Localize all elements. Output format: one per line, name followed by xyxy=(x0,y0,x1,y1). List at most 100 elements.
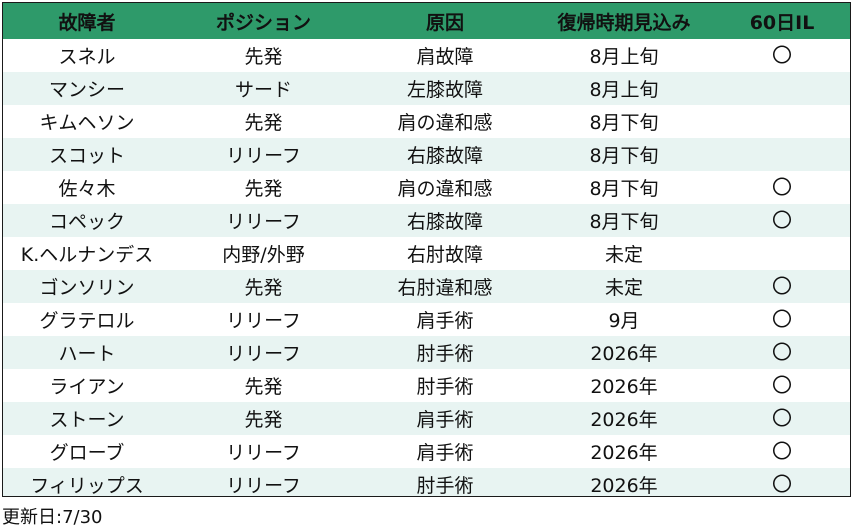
cell-cause: 肘手術 xyxy=(416,475,474,497)
cell-return: 2026年 xyxy=(590,475,658,497)
il-mark: 〇 xyxy=(772,273,792,298)
cell-return: 8月下旬 xyxy=(589,145,659,167)
cell-return: 2026年 xyxy=(590,343,658,365)
cell-position: 先発 xyxy=(244,376,283,398)
cell-player: グラテロル xyxy=(39,310,135,332)
cell-cause: 右膝故障 xyxy=(406,145,483,167)
il-mark: 〇 xyxy=(772,207,792,232)
il-mark: 〇 xyxy=(772,174,792,199)
table-row: ライアン 先発 肘手術 2026年 〇 xyxy=(3,369,850,402)
cell-player: グローブ xyxy=(49,442,125,464)
il-mark: 〇 xyxy=(772,405,792,430)
cell-return: 8月下旬 xyxy=(589,178,659,200)
cell-cause: 肘手術 xyxy=(416,376,474,398)
cell-player: ライアン xyxy=(49,376,125,398)
cell-player: ストーン xyxy=(49,409,125,431)
cell-player: K.ヘルナンデス xyxy=(20,244,154,266)
table-body: スネル 先発 肩故障 8月上旬 〇 マンシー サード 左膝故障 8月上旬 キムヘ… xyxy=(3,39,850,497)
cell-il: 〇 xyxy=(714,39,850,72)
cell-cause: 肩の違和感 xyxy=(397,112,493,134)
cell-il: 〇 xyxy=(714,435,850,468)
cell-return: 2026年 xyxy=(590,409,658,431)
cell-position: リリーフ xyxy=(226,145,301,167)
table-row: グラテロル リリーフ 肩手術 9月 〇 xyxy=(3,303,850,336)
cell-return: 8月下旬 xyxy=(589,211,659,233)
cell-player: 佐々木 xyxy=(58,178,116,200)
cell-player: キムヘソン xyxy=(39,112,135,134)
cell-return: 8月下旬 xyxy=(589,112,659,134)
table-row: コペック リリーフ 右膝故障 8月下旬 〇 xyxy=(3,204,850,237)
il-mark: 〇 xyxy=(772,438,792,463)
header-position: ポジション xyxy=(215,11,311,34)
table-row: マンシー サード 左膝故障 8月上旬 xyxy=(3,72,850,105)
cell-return: 未定 xyxy=(604,244,643,266)
cell-position: 先発 xyxy=(244,46,283,68)
table-row: ハート リリーフ 肘手術 2026年 〇 xyxy=(3,336,850,369)
cell-il: 〇 xyxy=(714,171,850,204)
cell-player: スネル xyxy=(58,46,116,68)
cell-player: ゴンソリン xyxy=(39,277,135,299)
header-return-estimate: 復帰時期見込み xyxy=(557,11,691,34)
table-row: グローブ リリーフ 肩手術 2026年 〇 xyxy=(3,435,850,468)
cell-position: リリーフ xyxy=(226,475,301,497)
cell-cause: 右膝故障 xyxy=(406,211,483,233)
cell-position: 先発 xyxy=(244,409,283,431)
cell-position: 先発 xyxy=(244,178,283,200)
table-row: ストーン 先発 肩手術 2026年 〇 xyxy=(3,402,850,435)
table-row: ゴンソリン 先発 右肘違和感 未定 〇 xyxy=(3,270,850,303)
cell-il: 〇 xyxy=(714,468,850,496)
cell-cause: 肩手術 xyxy=(416,409,474,431)
cell-il: 〇 xyxy=(714,270,850,303)
cell-cause: 右肘故障 xyxy=(406,244,483,266)
table-row: 佐々木 先発 肩の違和感 8月下旬 〇 xyxy=(3,171,850,204)
cell-cause: 肩の違和感 xyxy=(397,178,493,200)
il-mark: 〇 xyxy=(772,372,792,397)
cell-il: 〇 xyxy=(714,204,850,237)
cell-position: サード xyxy=(234,79,292,101)
cell-il xyxy=(714,105,850,138)
cell-il: 〇 xyxy=(714,336,850,369)
updated-date-note: 更新日:7/30 xyxy=(2,507,103,528)
cell-il: 〇 xyxy=(714,303,850,336)
il-mark: 〇 xyxy=(772,339,792,364)
table-row: スネル 先発 肩故障 8月上旬 〇 xyxy=(3,39,850,72)
cell-il xyxy=(714,138,850,171)
cell-il xyxy=(714,72,850,105)
cell-il: 〇 xyxy=(714,369,850,402)
cell-position: リリーフ xyxy=(226,343,301,365)
cell-il: 〇 xyxy=(714,402,850,435)
injury-table-container: 故障者 ポジション 原因 復帰時期見込み 60日IL スネル 先発 肩故障 8月… xyxy=(2,2,851,497)
cell-position: 先発 xyxy=(244,112,283,134)
header-cause: 原因 xyxy=(425,11,464,34)
table-row: キムヘソン 先発 肩の違和感 8月下旬 xyxy=(3,105,850,138)
cell-return: 2026年 xyxy=(590,376,658,398)
header-60day-il: 60日IL xyxy=(749,11,815,34)
cell-return: 9月 xyxy=(608,310,640,332)
cell-return: 8月上旬 xyxy=(589,79,659,101)
injury-table: 故障者 ポジション 原因 復帰時期見込み 60日IL スネル 先発 肩故障 8月… xyxy=(3,3,850,497)
cell-return: 8月上旬 xyxy=(589,46,659,68)
cell-player: ハート xyxy=(58,343,116,365)
cell-cause: 肘手術 xyxy=(416,343,474,365)
il-mark: 〇 xyxy=(772,42,792,67)
il-mark: 〇 xyxy=(772,471,792,496)
cell-position: リリーフ xyxy=(226,211,301,233)
cell-position: 内野/外野 xyxy=(222,244,305,266)
cell-player: マンシー xyxy=(48,79,125,101)
cell-cause: 右肘違和感 xyxy=(397,277,493,299)
il-mark: 〇 xyxy=(772,306,792,331)
header-player: 故障者 xyxy=(58,11,116,34)
cell-position: 先発 xyxy=(244,277,283,299)
table-row: フィリップス リリーフ 肘手術 2026年 〇 xyxy=(3,468,850,497)
cell-player: フィリップス xyxy=(30,475,144,497)
cell-cause: 肩故障 xyxy=(416,46,474,68)
cell-return: 未定 xyxy=(604,277,643,299)
cell-cause: 肩手術 xyxy=(416,442,474,464)
cell-player: コペック xyxy=(48,211,125,233)
cell-player: スコット xyxy=(48,145,125,167)
table-row: K.ヘルナンデス 内野/外野 右肘故障 未定 xyxy=(3,237,850,270)
cell-cause: 左膝故障 xyxy=(406,79,483,101)
cell-position: リリーフ xyxy=(226,442,301,464)
cell-il xyxy=(714,237,850,270)
cell-return: 2026年 xyxy=(590,442,658,464)
